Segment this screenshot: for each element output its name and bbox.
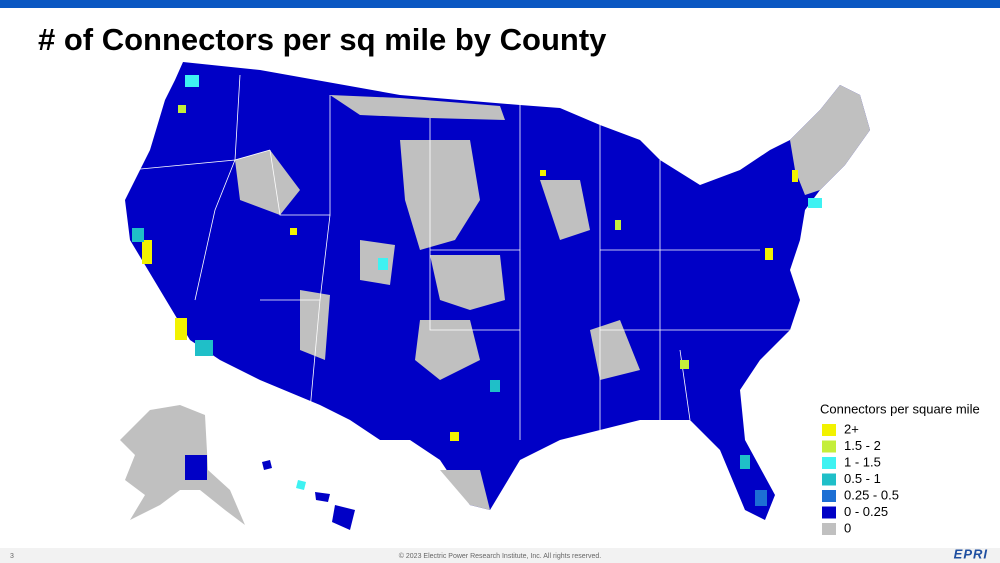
legend-label: 0.5 - 1 xyxy=(844,471,881,486)
map-hotspot xyxy=(178,105,186,113)
map-region xyxy=(430,255,505,310)
map-region xyxy=(415,320,480,380)
state-borders xyxy=(129,74,790,440)
map-hotspot xyxy=(540,170,546,176)
legend-label: 2+ xyxy=(844,421,859,436)
legend-swatch xyxy=(822,473,836,486)
map-region xyxy=(262,460,272,470)
map-hotspot xyxy=(808,198,822,208)
map-hotspot xyxy=(490,380,500,392)
legend: Connectors per square mile 2+ 1.5 - 21 - … xyxy=(820,401,980,535)
legend-title: Connectors per square mile xyxy=(820,401,980,416)
map-hotspot xyxy=(195,340,213,356)
map-region xyxy=(400,140,480,250)
map-region xyxy=(120,405,245,525)
map-region xyxy=(315,492,330,502)
map-region xyxy=(185,455,207,480)
map-hotspot xyxy=(755,490,767,506)
map-hotspot xyxy=(450,432,459,441)
slide-title: # of Connectors per sq mile by County xyxy=(38,22,607,57)
map-region xyxy=(296,480,306,490)
map-hotspot xyxy=(680,360,689,369)
top-bar xyxy=(0,0,1000,8)
map-hotspot xyxy=(615,220,621,230)
legend-swatch xyxy=(822,523,836,535)
map-hotspot xyxy=(792,170,798,182)
us-map xyxy=(120,62,870,530)
map-region xyxy=(332,505,355,530)
map-hotspot xyxy=(175,318,187,340)
legend-swatch xyxy=(822,440,836,453)
legend-label: 0 xyxy=(844,520,851,535)
map-region xyxy=(235,150,300,215)
map-region xyxy=(440,470,490,510)
map-region xyxy=(360,240,395,285)
logo: EPRI xyxy=(954,546,988,561)
map-hotspot xyxy=(142,240,152,264)
legend-label: 1.5 - 2 xyxy=(844,438,881,453)
map-hotspot xyxy=(132,228,144,242)
legend-swatch xyxy=(822,506,836,519)
map-hotspot xyxy=(765,248,773,260)
legend-swatch xyxy=(822,424,836,436)
map-region xyxy=(300,290,330,360)
legend-swatch xyxy=(822,457,836,469)
page-number: 3 xyxy=(10,553,14,560)
map-region xyxy=(330,95,505,120)
legend-label: 0.25 - 0.5 xyxy=(844,487,899,502)
map-hotspot xyxy=(185,75,199,87)
legend-label: 0 - 0.25 xyxy=(844,504,888,519)
copyright: © 2023 Electric Power Research Institute… xyxy=(399,552,601,560)
footer-bar xyxy=(0,548,1000,563)
map-region xyxy=(790,85,870,195)
map-hotspot xyxy=(290,228,297,235)
map-hotspot xyxy=(740,455,750,469)
legend-swatch xyxy=(822,490,836,502)
legend-label: 1 - 1.5 xyxy=(844,454,881,469)
map-region xyxy=(590,320,640,380)
map-hotspot xyxy=(378,258,388,270)
map-region xyxy=(540,180,590,240)
